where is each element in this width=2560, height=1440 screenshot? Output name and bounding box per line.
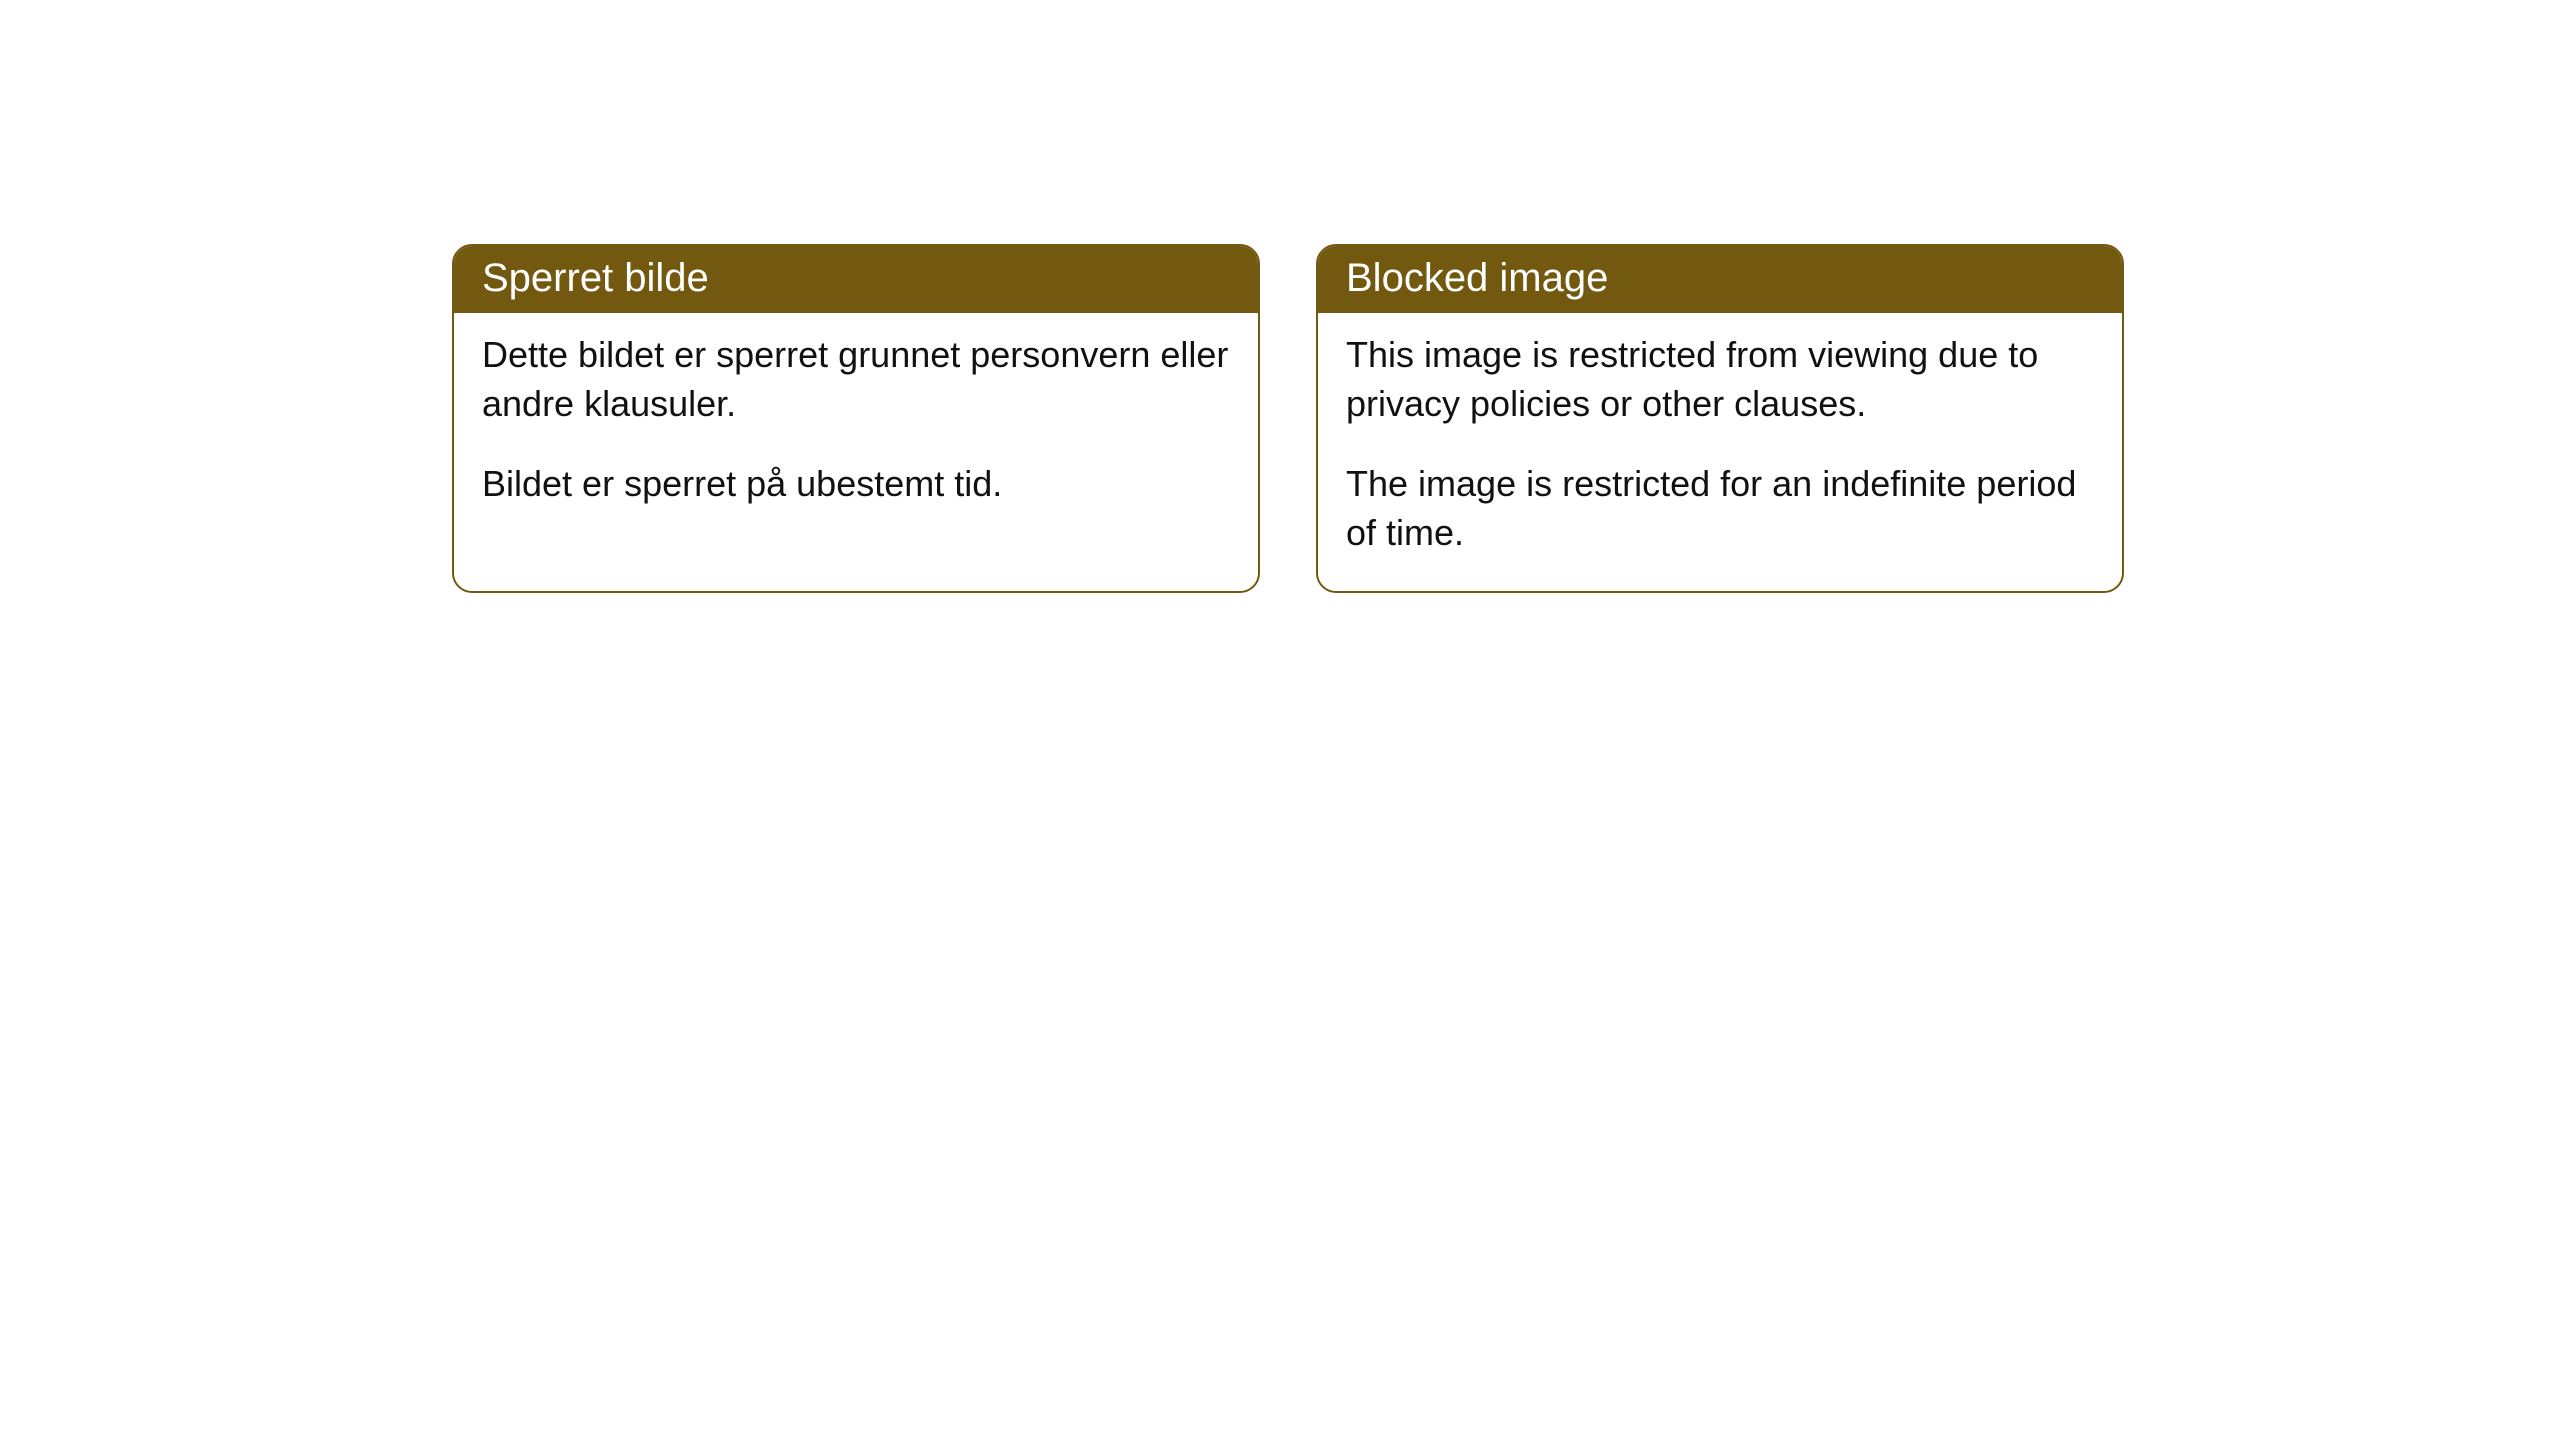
card-title: Sperret bilde [454,246,1258,313]
blocked-image-card-norwegian: Sperret bilde Dette bildet er sperret gr… [452,244,1260,593]
card-title: Blocked image [1318,246,2122,313]
blocked-image-card-english: Blocked image This image is restricted f… [1316,244,2124,593]
card-paragraph: Dette bildet er sperret grunnet personve… [482,331,1230,428]
card-body: This image is restricted from viewing du… [1318,313,2122,591]
card-paragraph: The image is restricted for an indefinit… [1346,460,2094,557]
notice-cards-container: Sperret bilde Dette bildet er sperret gr… [452,244,2560,593]
card-paragraph: Bildet er sperret på ubestemt tid. [482,460,1230,509]
card-body: Dette bildet er sperret grunnet personve… [454,313,1258,543]
card-paragraph: This image is restricted from viewing du… [1346,331,2094,428]
